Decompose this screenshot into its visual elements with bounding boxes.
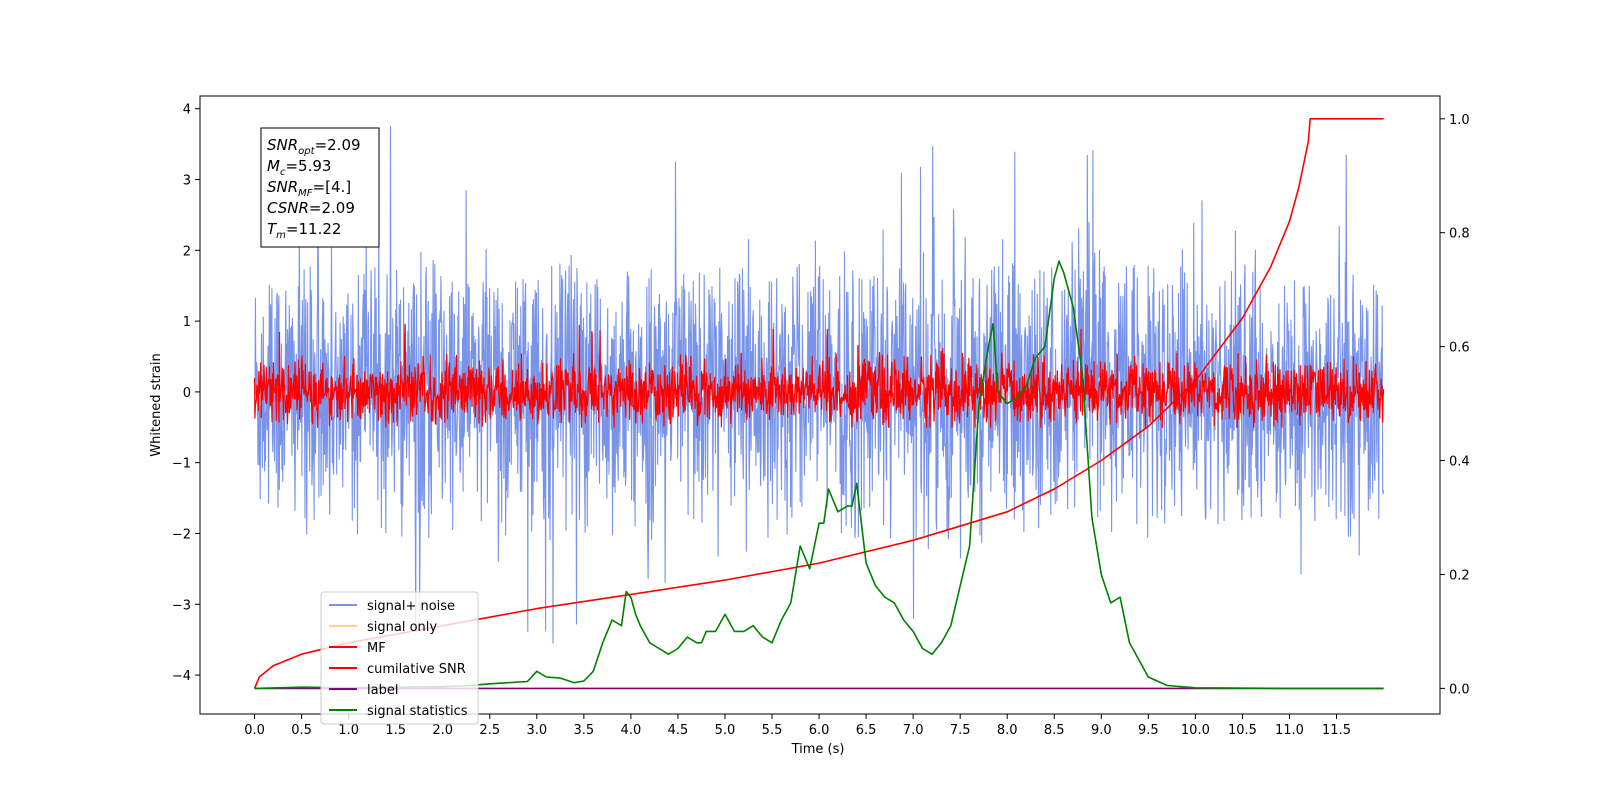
annotation-line: Mc=5.93 [267, 157, 331, 178]
x-tick-label: 6.0 [809, 723, 830, 738]
y-tick-label: 2 [183, 244, 191, 259]
y2-tick-label: 0.2 [1449, 568, 1470, 583]
legend-label-label: label [367, 683, 398, 698]
y-tick-label: 4 [183, 103, 191, 118]
y-axis-right: 1.0 0.8 0.6 0.4 0.2 0.0 [1440, 113, 1470, 697]
x-tick-label: 9.0 [1091, 723, 1112, 738]
legend-label-signal-only: signal only [367, 620, 437, 635]
x-tick-label: 7.5 [950, 723, 971, 738]
series-mf-line [254, 323, 1385, 428]
x-tick-label: 4.5 [668, 723, 689, 738]
x-tick-label: 3.5 [574, 723, 595, 738]
annotation-frame [260, 127, 380, 248]
x-tick-label: 4.0 [621, 723, 642, 738]
y2-tick-label: 0.0 [1449, 682, 1470, 697]
y-tick-label: −2 [172, 527, 191, 542]
annotation-line: SNRMF=[4.] [267, 178, 351, 199]
y-tick-label: 0 [183, 386, 191, 401]
x-tick-label: 2.0 [432, 723, 453, 738]
legend-label-signal-noise: signal+ noise [367, 599, 455, 614]
y2-tick-label: 0.8 [1449, 227, 1470, 242]
y2-tick-label: 1.0 [1449, 113, 1470, 128]
y-tick-label: 3 [183, 174, 191, 189]
y-tick-label: −4 [172, 669, 191, 684]
series-signal-statistics-line [254, 260, 1384, 690]
x-tick-label: 1.5 [385, 723, 406, 738]
annotation-line: Tm=11.22 [267, 220, 341, 241]
x-axis-label: Time (s) [791, 742, 845, 757]
x-tick-label: 9.5 [1138, 723, 1159, 738]
legend-label-signal-statistics: signal statistics [367, 704, 468, 719]
legend-label-cumilative-snr: cumilative SNR [367, 662, 466, 677]
legend: signal+ noise signal only MF cumilative SNR… [320, 591, 479, 725]
x-tick-label: 0.5 [291, 723, 312, 738]
x-tick-label: 5.5 [762, 723, 783, 738]
y2-tick-label: 0.6 [1449, 341, 1470, 356]
x-tick-label: 10.5 [1228, 723, 1257, 738]
y-tick-label: −1 [172, 457, 191, 472]
y-axis-left: 4 3 2 1 0 −1 −2 −3 −4 [172, 103, 200, 684]
annotation-line: CSNR=2.09 [267, 199, 355, 217]
x-axis: 0.0 0.5 1.0 1.5 2.0 2.5 3.0 3.5 4.0 4.5 5.0 5.5 6.0 6… [244, 714, 1351, 738]
y-tick-label: 1 [183, 315, 191, 330]
y2-tick-label: 0.4 [1449, 455, 1470, 470]
x-tick-label: 1.0 [338, 723, 359, 738]
x-tick-label: 8.5 [1044, 723, 1065, 738]
x-tick-label: 0.0 [244, 723, 265, 738]
x-tick-label: 5.0 [715, 723, 736, 738]
x-tick-label: 8.0 [997, 723, 1018, 738]
annotation-line: SNRopt=2.09 [267, 136, 361, 157]
series-signal-noise-line [254, 125, 1385, 644]
x-tick-label: 6.5 [856, 723, 877, 738]
legend-frame [320, 591, 479, 725]
x-tick-label: 3.0 [526, 723, 547, 738]
plot-frame [199, 95, 1441, 715]
x-tick-label: 7.0 [903, 723, 924, 738]
y-axis-label: Whitened strain [149, 353, 164, 456]
x-tick-label: 11.5 [1322, 723, 1351, 738]
x-tick-label: 2.5 [479, 723, 500, 738]
legend-label-mf: MF [367, 641, 386, 656]
y-tick-label: −3 [172, 598, 191, 613]
x-tick-label: 10.0 [1181, 723, 1210, 738]
x-tick-label: 11.0 [1275, 723, 1304, 738]
